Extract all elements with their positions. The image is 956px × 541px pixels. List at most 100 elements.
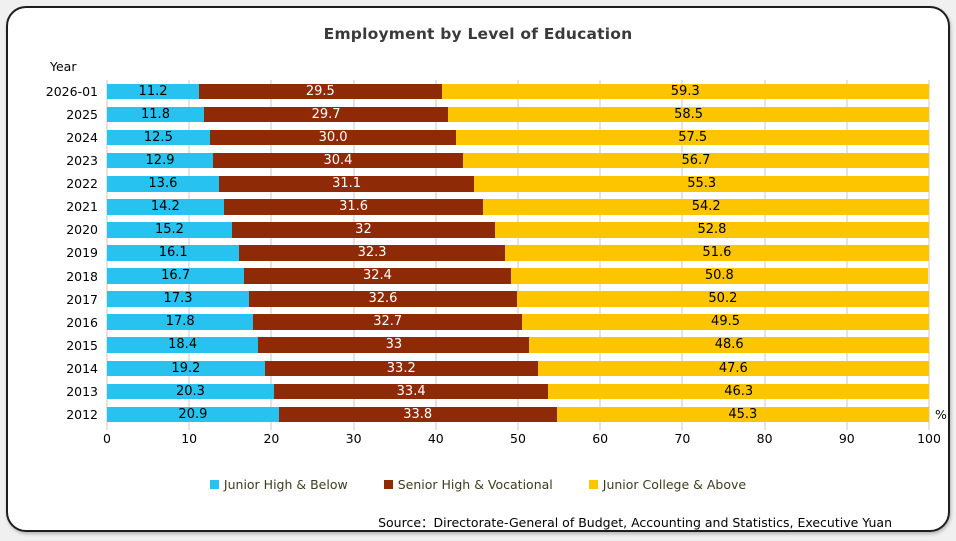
bar-segment: 16.7	[107, 268, 245, 284]
bar-value-label: 16.1	[158, 245, 188, 261]
legend-label: Junior College & Above	[602, 477, 747, 492]
bar-value-label: 29.5	[305, 83, 335, 99]
bar-value-label: 20.3	[175, 383, 205, 399]
bar-segment: 54.2	[483, 199, 929, 215]
bar-value-label: 31.1	[332, 176, 362, 192]
bar-segment: 33.8	[278, 406, 557, 423]
y-tick-label: 2021	[66, 199, 98, 215]
bar-value-label: 12.5	[143, 129, 173, 145]
y-tick-label: 2013	[66, 383, 98, 399]
x-tick-label: 30	[345, 431, 362, 446]
bar-value-label: 17.3	[163, 291, 193, 307]
bar-segment: 18.4	[107, 337, 259, 353]
bar-value-label: 11.2	[138, 83, 168, 99]
bar-stack: 17.8 32.7 49.5	[107, 314, 929, 330]
y-tick-label: 2024	[66, 130, 98, 146]
bar-value-label: 52.8	[697, 222, 727, 238]
gridline	[928, 80, 930, 430]
bar-stack: 15.2 32 52.8	[107, 222, 929, 238]
bar-segment: 11.2	[107, 83, 200, 100]
y-tick-label: 2025	[66, 107, 98, 123]
bar-row: 17.8 32.7 49.5	[107, 311, 929, 334]
x-tick-label: 60	[592, 431, 609, 446]
bar-segment: 55.3	[474, 176, 929, 192]
legend-item: Senior High & Vocational	[383, 477, 553, 492]
bar-segment: 14.2	[107, 199, 224, 215]
bar-stack: 16.7 32.4 50.8	[107, 268, 929, 284]
bar-row: 16.7 32.4 50.8	[107, 265, 929, 288]
legend-item: Junior High & Below	[209, 477, 348, 492]
legend-label: Junior High & Below	[223, 477, 348, 492]
y-tick-label: 2015	[66, 337, 98, 353]
bar-stack: 18.4 33 48.6	[107, 337, 929, 353]
bar-segment: 48.6	[529, 337, 929, 353]
legend-swatch-icon	[588, 480, 598, 489]
x-tick-label: 0	[103, 431, 111, 446]
chart-title: Employment by Level of Education	[323, 25, 633, 43]
bar-value-label: 33.2	[386, 360, 416, 376]
bar-segment: 16.1	[107, 245, 240, 261]
legend-swatch-icon	[209, 480, 219, 489]
x-tick-label: 80	[756, 431, 773, 446]
bar-row: 16.1 32.3 51.6	[107, 241, 929, 264]
legend: Junior High & Below Senior High & Vocatio…	[8, 477, 948, 492]
bar-segment: 20.3	[107, 383, 274, 400]
bar-segment: 57.5	[456, 129, 929, 146]
bar-value-label: 29.7	[311, 106, 341, 122]
bar-segment: 33.4	[273, 383, 549, 400]
y-tick-label: 2014	[66, 360, 98, 376]
bar-segment: 32.3	[239, 245, 505, 261]
bar-segment: 17.8	[107, 314, 254, 330]
bar-segment: 49.5	[522, 314, 929, 330]
bar-value-label: 55.3	[687, 176, 717, 192]
bar-segment: 46.3	[548, 383, 929, 400]
bar-segment: 50.8	[510, 268, 929, 284]
bar-segment: 30.4	[213, 152, 463, 169]
bar-segment: 19.2	[107, 360, 265, 377]
bar-segment: 32.4	[244, 268, 511, 284]
y-tick-label: 2018	[66, 268, 98, 284]
bar-value-label: 20.9	[178, 406, 208, 422]
bar-segment: 59.3	[441, 83, 929, 100]
bar-segment: 17.3	[107, 291, 250, 307]
bar-value-label: 57.5	[678, 129, 708, 145]
y-tick-label: 2020	[66, 222, 98, 238]
x-tick-label: 100	[917, 431, 941, 446]
bar-value-label: 13.6	[148, 176, 178, 192]
bar-value-label: 59.3	[670, 83, 700, 99]
bar-value-label: 16.7	[161, 268, 191, 284]
plot-area: 11.2 29.5 59.3 11.8 29.7 58.5 12.5 30.0 57.5 12.9…	[106, 80, 930, 430]
y-tick-label: 2012	[66, 406, 98, 422]
x-tick-label: 10	[181, 431, 198, 446]
bar-value-label: 32.7	[373, 314, 403, 330]
bar-value-label: 50.8	[704, 268, 734, 284]
bar-value-label: 58.5	[674, 106, 704, 122]
bar-value-label: 11.8	[141, 106, 170, 122]
bar-value-label: 12.9	[145, 152, 175, 168]
bar-value-label: 56.7	[681, 152, 711, 168]
y-tick-label: 2022	[66, 176, 98, 192]
bar-value-label: 45.3	[728, 406, 758, 422]
chart-card: Employment by Level of Education Year 20…	[6, 6, 950, 532]
bar-value-label: 33.8	[403, 406, 433, 422]
y-tick-label: 2019	[66, 245, 98, 261]
legend-item: Junior College & Above	[588, 477, 747, 492]
bar-segment: 58.5	[448, 106, 929, 123]
source-note: Source：Directorate-General of Budget, Ac…	[378, 515, 892, 530]
bar-value-label: 14.2	[150, 199, 180, 215]
bar-row: 12.5 30.0 57.5	[107, 126, 929, 149]
bar-value-label: 15.2	[154, 222, 184, 238]
bar-segment: 11.8	[107, 106, 204, 123]
bar-value-label: 32.4	[362, 268, 392, 284]
bar-value-label: 30.4	[323, 152, 353, 168]
x-tick-label: 70	[674, 431, 691, 446]
bar-row: 17.3 32.6 50.2	[107, 288, 929, 311]
bar-stack: 12.9 30.4 56.7	[107, 152, 929, 169]
bar-value-label: 49.5	[711, 314, 740, 330]
bar-value-label: 19.2	[171, 360, 201, 376]
bar-stack: 11.8 29.7 58.5	[107, 106, 929, 123]
bar-row: 20.9 33.8 45.3	[107, 403, 929, 426]
bar-row: 13.6 31.1 55.3	[107, 172, 929, 195]
bar-stack: 14.2 31.6 54.2	[107, 199, 929, 215]
bar-value-label: 48.6	[714, 337, 744, 353]
